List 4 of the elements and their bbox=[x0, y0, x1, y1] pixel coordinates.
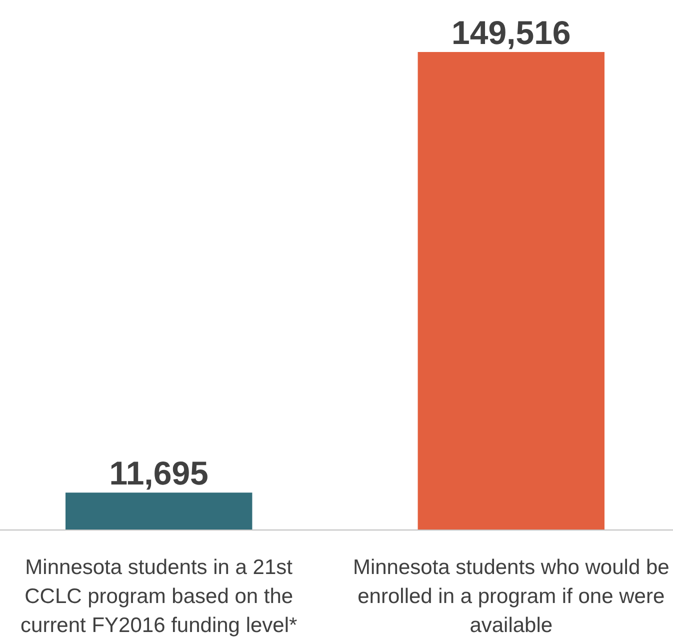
x-tick-label: Minnesota students in a 21st CCLC program based on the current FY2016 funding level* bbox=[20, 556, 298, 637]
x-tick-label: Minnesota students who would be enrolled in a program if one were available bbox=[352, 556, 670, 637]
data-label: 149,516 bbox=[451, 14, 571, 51]
data-label: 11,695 bbox=[109, 454, 208, 492]
